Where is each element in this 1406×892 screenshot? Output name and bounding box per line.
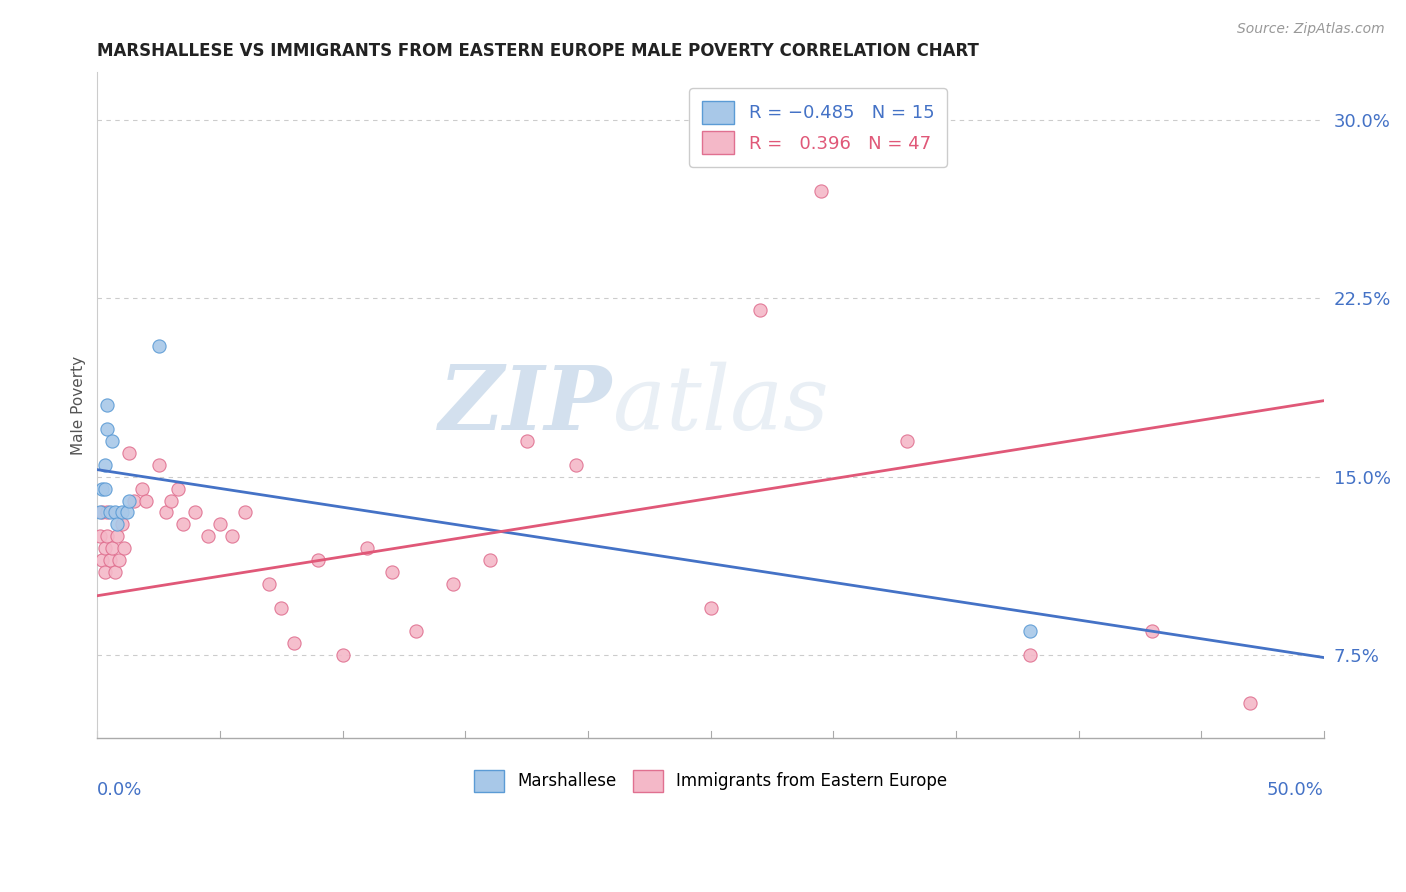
Point bbox=[1239, 696, 1261, 710]
Point bbox=[172, 517, 194, 532]
Point bbox=[160, 493, 183, 508]
Point bbox=[96, 529, 118, 543]
Point bbox=[332, 648, 354, 662]
Point bbox=[101, 541, 124, 556]
Point bbox=[98, 553, 121, 567]
Point bbox=[810, 185, 832, 199]
Legend: Marshallese, Immigrants from Eastern Europe: Marshallese, Immigrants from Eastern Eur… bbox=[463, 758, 959, 804]
Y-axis label: Male Poverty: Male Poverty bbox=[72, 356, 86, 455]
Point bbox=[93, 541, 115, 556]
Point bbox=[405, 624, 427, 639]
Point bbox=[148, 339, 170, 353]
Text: ZIP: ZIP bbox=[439, 362, 613, 449]
Point bbox=[91, 506, 114, 520]
Point bbox=[441, 577, 464, 591]
Point bbox=[93, 482, 115, 496]
Point bbox=[564, 458, 586, 472]
Point bbox=[96, 399, 118, 413]
Point bbox=[699, 600, 721, 615]
Point bbox=[89, 529, 111, 543]
Point bbox=[101, 434, 124, 449]
Point bbox=[1018, 624, 1040, 639]
Point bbox=[103, 565, 125, 579]
Point bbox=[221, 529, 243, 543]
Point bbox=[111, 517, 134, 532]
Point bbox=[108, 553, 131, 567]
Point bbox=[112, 541, 135, 556]
Point bbox=[96, 422, 118, 436]
Point bbox=[381, 565, 404, 579]
Point bbox=[167, 482, 190, 496]
Point bbox=[135, 493, 157, 508]
Point bbox=[111, 506, 134, 520]
Point bbox=[118, 446, 141, 460]
Point bbox=[1018, 648, 1040, 662]
Point bbox=[105, 517, 128, 532]
Point bbox=[184, 506, 207, 520]
Point bbox=[233, 506, 256, 520]
Point bbox=[98, 506, 121, 520]
Point bbox=[89, 506, 111, 520]
Point bbox=[118, 493, 141, 508]
Point bbox=[748, 303, 770, 318]
Text: 50.0%: 50.0% bbox=[1267, 781, 1324, 799]
Point bbox=[148, 458, 170, 472]
Point bbox=[93, 458, 115, 472]
Point bbox=[91, 553, 114, 567]
Point bbox=[105, 529, 128, 543]
Point bbox=[356, 541, 378, 556]
Point bbox=[103, 506, 125, 520]
Point bbox=[516, 434, 538, 449]
Point bbox=[93, 565, 115, 579]
Point bbox=[283, 636, 305, 650]
Point bbox=[257, 577, 280, 591]
Point bbox=[122, 493, 145, 508]
Point bbox=[896, 434, 918, 449]
Text: Source: ZipAtlas.com: Source: ZipAtlas.com bbox=[1237, 22, 1385, 37]
Point bbox=[155, 506, 177, 520]
Point bbox=[208, 517, 231, 532]
Point bbox=[115, 506, 138, 520]
Text: 0.0%: 0.0% bbox=[97, 781, 143, 799]
Text: atlas: atlas bbox=[613, 362, 828, 449]
Point bbox=[91, 482, 114, 496]
Text: MARSHALLESE VS IMMIGRANTS FROM EASTERN EUROPE MALE POVERTY CORRELATION CHART: MARSHALLESE VS IMMIGRANTS FROM EASTERN E… bbox=[97, 42, 979, 60]
Point bbox=[1140, 624, 1163, 639]
Point bbox=[270, 600, 292, 615]
Point bbox=[307, 553, 329, 567]
Point bbox=[478, 553, 501, 567]
Point bbox=[197, 529, 219, 543]
Point bbox=[131, 482, 153, 496]
Point bbox=[96, 506, 118, 520]
